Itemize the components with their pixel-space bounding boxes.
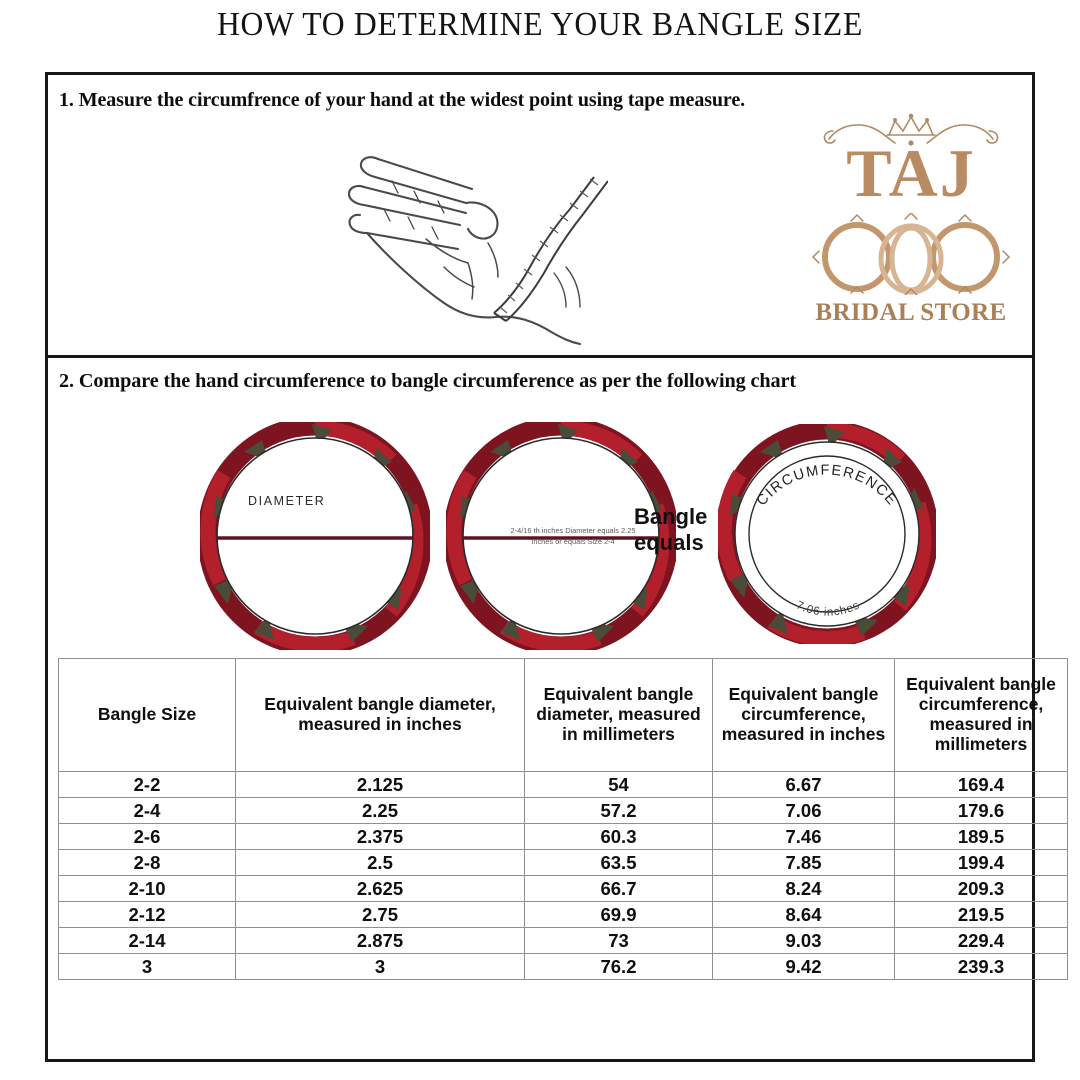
table-row: 2-2 2.125 54 6.67 169.4 — [58, 771, 1068, 798]
cell-diameter-inches: 2.125 — [235, 771, 525, 798]
cell-bangle-size: 2-14 — [58, 927, 236, 954]
logo-tagline-text: BRIDAL STORE — [815, 299, 1007, 326]
three-bangle-rings-icon — [811, 211, 1011, 296]
logo-brand-text: TAJ — [846, 135, 976, 211]
table-row: 3 3 76.2 9.42 239.3 — [58, 953, 1068, 980]
bangle-size-table: Bangle Size Equivalent bangle diameter, … — [58, 658, 1068, 980]
table-row: 2-10 2.625 66.7 8.24 209.3 — [58, 875, 1068, 902]
header-diameter-inches: Equivalent bangle diameter, measured in … — [235, 658, 525, 772]
cell-diameter-inches: 2.375 — [235, 823, 525, 850]
cell-diameter-millimeters: 63.5 — [524, 849, 713, 876]
cell-diameter-millimeters: 57.2 — [524, 797, 713, 824]
table-row: 2-4 2.25 57.2 7.06 179.6 — [58, 797, 1068, 824]
step-1-section: 1. Measure the circumfrence of your hand… — [48, 75, 1032, 358]
cell-diameter-inches: 2.5 — [235, 849, 525, 876]
header-circumference-inches: Equivalent bangle circumference, measure… — [712, 658, 895, 772]
cell-bangle-size: 2-10 — [58, 875, 236, 902]
cell-circumference-millimeters: 209.3 — [894, 875, 1068, 902]
cell-circumference-inches: 6.67 — [712, 771, 895, 798]
cell-diameter-millimeters: 66.7 — [524, 875, 713, 902]
cell-bangle-size: 2-4 — [58, 797, 236, 824]
example-size-note: 2-4/16 th inches Diameter equals 2.25 In… — [510, 526, 636, 546]
step-2-text: 2. Compare the hand circumference to ban… — [59, 370, 797, 392]
cell-diameter-inches: 2.625 — [235, 875, 525, 902]
step-1-text: 1. Measure the circumfrence of your hand… — [59, 89, 746, 111]
cell-diameter-inches: 2.25 — [235, 797, 525, 824]
cell-diameter-inches: 2.75 — [235, 901, 525, 928]
cell-circumference-inches: 7.85 — [712, 849, 895, 876]
cell-diameter-millimeters: 54 — [524, 771, 713, 798]
cell-diameter-millimeters: 60.3 — [524, 823, 713, 850]
table-row: 2-14 2.875 73 9.03 229.4 — [58, 927, 1068, 954]
cell-circumference-inches: 7.46 — [712, 823, 895, 850]
table-body: 2-2 2.125 54 6.67 169.4 2-4 2.25 57.2 7.06 179.6 2… — [58, 771, 1068, 980]
cell-diameter-inches: 2.875 — [235, 927, 525, 954]
cell-circumference-inches: 8.24 — [712, 875, 895, 902]
cell-circumference-inches: 9.03 — [712, 927, 895, 954]
step-2-section: 2. Compare the hand circumference to ban… — [48, 358, 1068, 1059]
cell-diameter-millimeters: 73 — [524, 927, 713, 954]
cell-circumference-millimeters: 219.5 — [894, 901, 1068, 928]
bangle-diagram-circumference: CIRCUMFERENCE 7.06 inches — [718, 424, 936, 644]
bangle-diagrams: DIAMETER — [48, 420, 1032, 652]
cell-bangle-size: 2-8 — [58, 849, 236, 876]
cell-circumference-millimeters: 239.3 — [894, 953, 1068, 980]
bangle-equals-label: Bangle equals — [634, 504, 708, 555]
table-row: 2-12 2.75 69.9 8.64 219.5 — [58, 901, 1068, 928]
taj-bridal-store-logo: TAJ — [808, 113, 1014, 335]
header-bangle-size: Bangle Size — [58, 658, 236, 772]
hand-tape-measure-illustration — [348, 117, 608, 347]
header-circumference-millimeters: Equivalent bangle circumference, measure… — [894, 658, 1068, 772]
cell-circumference-inches: 9.42 — [712, 953, 895, 980]
cell-diameter-millimeters: 76.2 — [524, 953, 713, 980]
cell-diameter-inches: 3 — [235, 953, 525, 980]
page-title: HOW TO DETERMINE YOUR BANGLE SIZE — [216, 6, 864, 43]
table-row: 2-6 2.375 60.3 7.46 189.5 — [58, 823, 1068, 850]
table-header-row: Bangle Size Equivalent bangle diameter, … — [58, 658, 1068, 772]
diameter-label: DIAMETER — [248, 494, 326, 508]
cell-circumference-millimeters: 179.6 — [894, 797, 1068, 824]
bangle-diagram-diameter: DIAMETER — [200, 422, 430, 650]
cell-circumference-inches: 7.06 — [712, 797, 895, 824]
cell-circumference-millimeters: 229.4 — [894, 927, 1068, 954]
cell-circumference-millimeters: 199.4 — [894, 849, 1068, 876]
cell-circumference-millimeters: 189.5 — [894, 823, 1068, 850]
instruction-frame: 1. Measure the circumfrence of your hand… — [45, 72, 1068, 1062]
header-diameter-millimeters: Equivalent bangle diameter, measured in … — [524, 658, 713, 772]
cell-circumference-inches: 8.64 — [712, 901, 895, 928]
crown-ornament-icon — [821, 113, 1001, 155]
table-row: 2-8 2.5 63.5 7.85 199.4 — [58, 849, 1068, 876]
cell-bangle-size: 2-2 — [58, 771, 236, 798]
cell-diameter-millimeters: 69.9 — [524, 901, 713, 928]
cell-bangle-size: 3 — [58, 953, 236, 980]
cell-bangle-size: 2-6 — [58, 823, 236, 850]
cell-circumference-millimeters: 169.4 — [894, 771, 1068, 798]
cell-bangle-size: 2-12 — [58, 901, 236, 928]
bangle-diagram-example: 2-4/16 th inches Diameter equals 2.25 In… — [446, 422, 676, 650]
